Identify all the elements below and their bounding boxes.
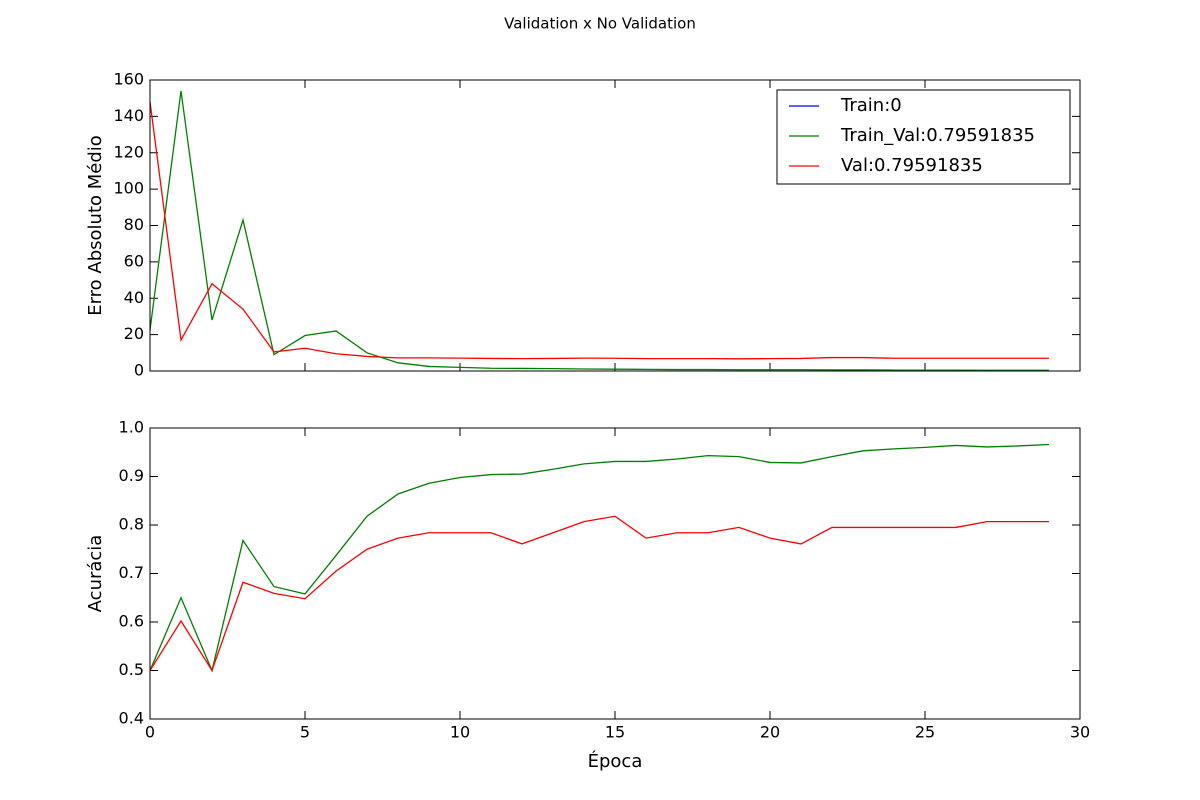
y-tick-label: 40 <box>124 288 144 307</box>
y-axis-label: Acurácia <box>85 535 106 613</box>
y-tick-label: 0 <box>134 361 144 380</box>
y-tick-label: 100 <box>113 179 144 198</box>
y-tick-label: 0.4 <box>119 709 144 728</box>
y-tick-label: 0.6 <box>119 612 144 631</box>
y-tick-label: 0.9 <box>119 466 144 485</box>
x-tick-label: 25 <box>915 723 935 742</box>
legend-label: Train_Val:0.79591835 <box>840 125 1035 146</box>
figure-title: Validation x No Validation <box>504 15 696 33</box>
series-line <box>149 515 1049 672</box>
x-axis-label: Época <box>588 750 643 772</box>
y-tick-label: 0.5 <box>119 660 144 679</box>
axes-frame <box>149 427 1081 720</box>
legend-label: Val:0.79591835 <box>841 155 983 176</box>
x-tick-label: 15 <box>605 723 625 742</box>
series-line <box>149 90 1049 371</box>
y-tick-label: 120 <box>113 142 144 161</box>
y-tick-label: 0.8 <box>119 515 144 534</box>
y-tick-label: 20 <box>124 324 144 343</box>
axes-frame <box>149 79 1081 372</box>
x-tick-label: 5 <box>300 723 310 742</box>
y-tick-label: 140 <box>113 106 144 125</box>
y-tick-label: 80 <box>124 215 144 234</box>
legend-box <box>776 89 1071 185</box>
series-line <box>149 443 1050 673</box>
y-tick-label: 60 <box>124 251 144 270</box>
x-tick-label: 20 <box>760 723 780 742</box>
x-tick-label: 10 <box>450 723 470 742</box>
y-tick-label: 160 <box>113 70 144 89</box>
x-tick-label: 30 <box>1070 723 1090 742</box>
series-line <box>149 101 1049 360</box>
y-tick-label: 0.7 <box>119 563 144 582</box>
legend-label: Train:0 <box>840 95 902 116</box>
x-tick-label: 0 <box>145 723 155 742</box>
y-axis-label: Erro Absoluto Médio <box>85 135 106 316</box>
y-tick-label: 1.0 <box>119 418 144 437</box>
